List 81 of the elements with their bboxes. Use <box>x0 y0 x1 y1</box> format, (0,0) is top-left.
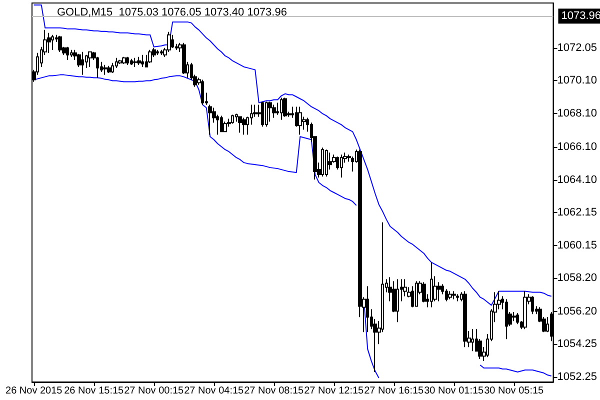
candlestick <box>411 286 414 308</box>
candlestick <box>70 49 73 58</box>
candlestick <box>325 149 328 178</box>
y-tick-label: 1062.15 <box>557 206 598 218</box>
x-tick-label: 26 Nov 2015 <box>6 386 63 396</box>
candlestick <box>422 282 426 303</box>
candlestick <box>283 97 287 118</box>
candlestick <box>340 154 343 178</box>
y-tick-label: 1052.25 <box>557 371 598 384</box>
x-tick-label: 30 Nov 01:15 <box>424 386 484 396</box>
candlestick <box>145 54 148 68</box>
x-tick-label: 27 Nov 12:15 <box>304 386 364 396</box>
candlestick <box>111 62 114 74</box>
candlestick <box>160 49 163 56</box>
y-tick-label: 1066.10 <box>557 140 598 153</box>
candlestick <box>463 290 467 348</box>
candlestick <box>265 101 268 128</box>
x-tick-label: 27 Nov 00:15 <box>124 386 184 396</box>
line-series <box>33 4 552 306</box>
y-tick-label: 1058.20 <box>557 272 598 284</box>
candlestick <box>96 56 99 78</box>
candlestick <box>272 104 276 118</box>
candlestick <box>280 97 283 120</box>
candlestick <box>208 104 212 136</box>
candlestick <box>403 278 407 297</box>
candlestick <box>118 59 122 64</box>
y-tick-label: 1072.05 <box>557 42 598 54</box>
candlestick <box>107 65 111 74</box>
candlestick <box>261 101 264 128</box>
candlestick <box>231 114 234 124</box>
candlestick <box>268 101 272 122</box>
y-tick-label: 1070.10 <box>557 74 598 86</box>
chart-title: GOLD,M15 1075.03 1076.05 1073.40 1073.96 <box>57 6 287 18</box>
candlestick <box>148 49 152 64</box>
candlestick <box>505 298 508 340</box>
candlestick <box>445 288 448 302</box>
candlestick <box>516 312 519 325</box>
candlestick <box>137 56 141 66</box>
candlestick <box>242 117 246 136</box>
x-tick-label: 27 Nov 04:15 <box>184 386 244 396</box>
candlestick <box>471 328 474 352</box>
candlestick <box>220 115 223 132</box>
candlestick <box>396 278 399 323</box>
candlestick <box>141 54 144 68</box>
candlestick <box>366 286 369 333</box>
candlestick <box>47 32 51 54</box>
candlestick <box>51 34 54 50</box>
candlestick <box>133 57 137 68</box>
x-tick-label: 27 Nov 16:15 <box>364 386 424 396</box>
candlestick <box>58 35 62 52</box>
candlestick <box>88 51 92 68</box>
candlestick <box>298 106 302 136</box>
x-tick-label: 27 Nov 08:15 <box>244 386 304 396</box>
candlestick <box>512 312 516 322</box>
candlestick <box>430 262 433 308</box>
candlestick <box>103 64 107 76</box>
candlestick <box>126 56 129 66</box>
candlestick <box>66 46 69 60</box>
candlestick <box>81 51 84 76</box>
candlestick <box>238 116 242 134</box>
candlestick <box>415 280 418 307</box>
y-tick-label: 1060.15 <box>557 240 598 252</box>
y-tick-label: 1054.25 <box>557 338 598 350</box>
candlestick <box>122 56 126 64</box>
candlestick <box>531 296 534 315</box>
candlestick <box>276 102 279 116</box>
candlestick <box>456 294 459 302</box>
candlestick <box>321 147 324 178</box>
y-tick-label: 1064.10 <box>557 174 598 186</box>
y-tick-label: 1056.20 <box>557 305 598 318</box>
candlestick <box>201 79 204 106</box>
y-tick-label: 1068.10 <box>557 108 598 120</box>
x-tick-label: 26 Nov 15:15 <box>64 386 124 396</box>
candlestick <box>452 290 456 300</box>
candlestick <box>171 34 174 48</box>
candlestick <box>156 49 159 56</box>
candlestick <box>523 290 527 330</box>
x-tick-label: 30 Nov 05:15 <box>484 386 544 396</box>
candlestick <box>182 42 186 74</box>
candlestick <box>448 290 452 300</box>
candlestick <box>130 58 133 66</box>
